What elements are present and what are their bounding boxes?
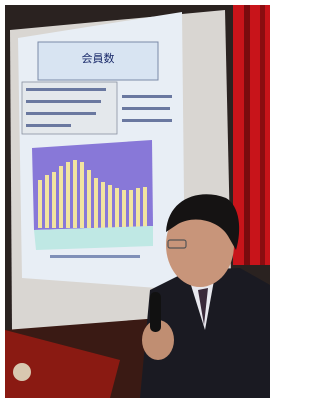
slide-chart-area [32,140,153,230]
microphone [150,292,161,332]
table-object [13,363,31,381]
slide-chart-floor [34,226,153,250]
curtain-fold [260,5,265,265]
photo: 会員数 [0,0,275,403]
curtain-fold [244,5,250,265]
page: 会員数 (() => { const data = JSON.parse(doc… [0,0,320,403]
slide-title: 会員数 [82,52,115,65]
slide-footer [50,255,140,258]
